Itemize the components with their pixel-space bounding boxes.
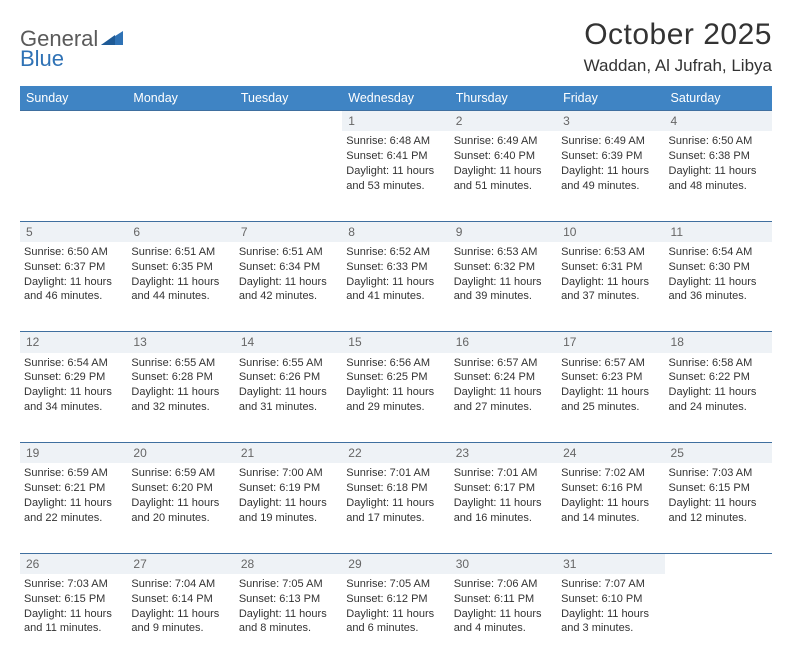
- day-detail-cell: Sunrise: 6:59 AMSunset: 6:20 PMDaylight:…: [127, 463, 234, 553]
- day-number-cell: 10: [557, 221, 664, 242]
- day-number-cell: 28: [235, 553, 342, 574]
- day-number-cell: 29: [342, 553, 449, 574]
- day-number-cell: 21: [235, 443, 342, 464]
- day-detail-row: Sunrise: 6:54 AMSunset: 6:29 PMDaylight:…: [20, 353, 772, 443]
- day-detail-cell: Sunrise: 7:02 AMSunset: 6:16 PMDaylight:…: [557, 463, 664, 553]
- day-detail-cell: Sunrise: 6:50 AMSunset: 6:37 PMDaylight:…: [20, 242, 127, 332]
- day-number-cell: 18: [665, 332, 772, 353]
- calendar-page: General October 2025 Waddan, Al Jufrah, …: [0, 0, 792, 664]
- weekday-header: Monday: [127, 86, 234, 111]
- day-number-cell: 13: [127, 332, 234, 353]
- weekday-header: Friday: [557, 86, 664, 111]
- day-number-cell: 9: [450, 221, 557, 242]
- day-number-cell: 4: [665, 111, 772, 132]
- day-detail-cell: Sunrise: 7:06 AMSunset: 6:11 PMDaylight:…: [450, 574, 557, 664]
- month-title: October 2025: [584, 18, 772, 52]
- day-detail-cell: Sunrise: 6:59 AMSunset: 6:21 PMDaylight:…: [20, 463, 127, 553]
- day-detail-row: Sunrise: 6:48 AMSunset: 6:41 PMDaylight:…: [20, 131, 772, 221]
- brand-name-2-wrap: Blue: [20, 46, 64, 72]
- day-number-cell: 15: [342, 332, 449, 353]
- day-detail-cell: Sunrise: 7:03 AMSunset: 6:15 PMDaylight:…: [20, 574, 127, 664]
- day-number-cell: 20: [127, 443, 234, 464]
- day-detail-cell: [665, 574, 772, 664]
- day-number-cell: [235, 111, 342, 132]
- day-detail-cell: Sunrise: 7:04 AMSunset: 6:14 PMDaylight:…: [127, 574, 234, 664]
- day-detail-cell: Sunrise: 6:56 AMSunset: 6:25 PMDaylight:…: [342, 353, 449, 443]
- day-number-cell: 25: [665, 443, 772, 464]
- day-number-row: 262728293031: [20, 553, 772, 574]
- weekday-header: Wednesday: [342, 86, 449, 111]
- day-detail-cell: Sunrise: 6:53 AMSunset: 6:31 PMDaylight:…: [557, 242, 664, 332]
- day-number-cell: 26: [20, 553, 127, 574]
- day-number-cell: [20, 111, 127, 132]
- day-detail-row: Sunrise: 7:03 AMSunset: 6:15 PMDaylight:…: [20, 574, 772, 664]
- day-number-cell: 5: [20, 221, 127, 242]
- day-number-row: 567891011: [20, 221, 772, 242]
- day-detail-cell: Sunrise: 6:51 AMSunset: 6:35 PMDaylight:…: [127, 242, 234, 332]
- day-number-cell: 1: [342, 111, 449, 132]
- weekday-header: Tuesday: [235, 86, 342, 111]
- day-detail-cell: Sunrise: 7:01 AMSunset: 6:18 PMDaylight:…: [342, 463, 449, 553]
- calendar-body: 1234 Sunrise: 6:48 AMSunset: 6:41 PMDayl…: [20, 111, 772, 664]
- calendar-table: Sunday Monday Tuesday Wednesday Thursday…: [20, 86, 772, 664]
- day-detail-cell: Sunrise: 6:49 AMSunset: 6:40 PMDaylight:…: [450, 131, 557, 221]
- day-number-cell: 19: [20, 443, 127, 464]
- weekday-header: Saturday: [665, 86, 772, 111]
- day-detail-cell: Sunrise: 7:05 AMSunset: 6:12 PMDaylight:…: [342, 574, 449, 664]
- day-number-cell: 17: [557, 332, 664, 353]
- day-detail-cell: Sunrise: 7:05 AMSunset: 6:13 PMDaylight:…: [235, 574, 342, 664]
- day-detail-cell: Sunrise: 6:51 AMSunset: 6:34 PMDaylight:…: [235, 242, 342, 332]
- page-header: General October 2025 Waddan, Al Jufrah, …: [20, 18, 772, 76]
- day-detail-cell: [127, 131, 234, 221]
- day-detail-cell: Sunrise: 6:53 AMSunset: 6:32 PMDaylight:…: [450, 242, 557, 332]
- day-number-cell: 12: [20, 332, 127, 353]
- day-number-cell: 3: [557, 111, 664, 132]
- day-detail-row: Sunrise: 6:50 AMSunset: 6:37 PMDaylight:…: [20, 242, 772, 332]
- day-detail-cell: Sunrise: 6:57 AMSunset: 6:24 PMDaylight:…: [450, 353, 557, 443]
- day-detail-cell: Sunrise: 6:57 AMSunset: 6:23 PMDaylight:…: [557, 353, 664, 443]
- day-detail-cell: Sunrise: 6:55 AMSunset: 6:28 PMDaylight:…: [127, 353, 234, 443]
- brand-triangle-icon: [101, 28, 123, 51]
- day-number-cell: [127, 111, 234, 132]
- day-number-cell: 2: [450, 111, 557, 132]
- day-number-cell: 22: [342, 443, 449, 464]
- day-number-row: 1234: [20, 111, 772, 132]
- day-detail-cell: Sunrise: 6:54 AMSunset: 6:29 PMDaylight:…: [20, 353, 127, 443]
- day-number-cell: 7: [235, 221, 342, 242]
- day-number-cell: 14: [235, 332, 342, 353]
- day-detail-cell: Sunrise: 7:07 AMSunset: 6:10 PMDaylight:…: [557, 574, 664, 664]
- day-detail-cell: Sunrise: 6:55 AMSunset: 6:26 PMDaylight:…: [235, 353, 342, 443]
- day-number-cell: 31: [557, 553, 664, 574]
- day-detail-cell: Sunrise: 6:58 AMSunset: 6:22 PMDaylight:…: [665, 353, 772, 443]
- day-detail-cell: Sunrise: 6:54 AMSunset: 6:30 PMDaylight:…: [665, 242, 772, 332]
- weekday-header: Thursday: [450, 86, 557, 111]
- day-detail-cell: Sunrise: 6:50 AMSunset: 6:38 PMDaylight:…: [665, 131, 772, 221]
- day-detail-cell: [20, 131, 127, 221]
- day-detail-cell: Sunrise: 6:52 AMSunset: 6:33 PMDaylight:…: [342, 242, 449, 332]
- day-number-cell: 27: [127, 553, 234, 574]
- title-block: October 2025 Waddan, Al Jufrah, Libya: [584, 18, 772, 76]
- day-number-cell: [665, 553, 772, 574]
- day-detail-cell: Sunrise: 7:03 AMSunset: 6:15 PMDaylight:…: [665, 463, 772, 553]
- day-number-cell: 8: [342, 221, 449, 242]
- day-number-cell: 6: [127, 221, 234, 242]
- day-number-cell: 16: [450, 332, 557, 353]
- location-label: Waddan, Al Jufrah, Libya: [584, 56, 772, 76]
- day-detail-cell: Sunrise: 7:00 AMSunset: 6:19 PMDaylight:…: [235, 463, 342, 553]
- day-detail-cell: Sunrise: 6:49 AMSunset: 6:39 PMDaylight:…: [557, 131, 664, 221]
- day-number-cell: 23: [450, 443, 557, 464]
- day-number-cell: 24: [557, 443, 664, 464]
- weekday-header-row: Sunday Monday Tuesday Wednesday Thursday…: [20, 86, 772, 111]
- day-detail-cell: Sunrise: 6:48 AMSunset: 6:41 PMDaylight:…: [342, 131, 449, 221]
- day-number-cell: 30: [450, 553, 557, 574]
- day-number-row: 19202122232425: [20, 443, 772, 464]
- day-number-cell: 11: [665, 221, 772, 242]
- day-number-row: 12131415161718: [20, 332, 772, 353]
- day-detail-cell: Sunrise: 7:01 AMSunset: 6:17 PMDaylight:…: [450, 463, 557, 553]
- brand-name-2: Blue: [20, 46, 64, 71]
- day-detail-row: Sunrise: 6:59 AMSunset: 6:21 PMDaylight:…: [20, 463, 772, 553]
- weekday-header: Sunday: [20, 86, 127, 111]
- day-detail-cell: [235, 131, 342, 221]
